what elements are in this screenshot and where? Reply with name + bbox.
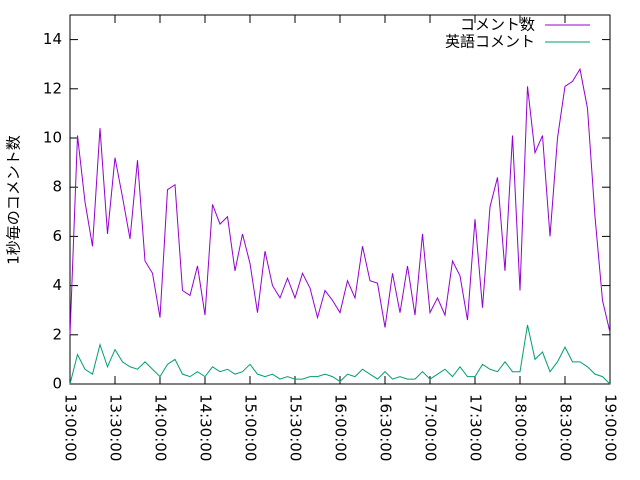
plot-border: [69, 14, 611, 385]
y-tick-label: 10: [43, 129, 62, 147]
x-tick-label: 18:00:00: [512, 394, 530, 461]
series-line: [69, 67, 611, 335]
series-line: [69, 324, 611, 385]
legend-label: コメント数: [460, 16, 535, 34]
x-tick-label: 18:30:00: [557, 394, 575, 461]
x-tick-label: 17:30:00: [467, 394, 485, 461]
x-tick-label: 15:00:00: [242, 394, 260, 461]
y-axis-label: 1秒毎のコメント数: [5, 135, 23, 265]
x-tick-label: 19:00:00: [602, 394, 620, 461]
x-tick-label: 13:30:00: [107, 394, 125, 461]
y-tick-label: 8: [52, 178, 62, 196]
y-tick-label: 2: [52, 325, 62, 343]
y-tick-label: 6: [52, 227, 62, 245]
x-tick-label: 14:30:00: [197, 394, 215, 461]
y-tick-label: 12: [43, 79, 62, 97]
x-tick-label: 16:30:00: [377, 394, 395, 461]
y-tick-label: 0: [52, 375, 62, 393]
y-tick-label: 4: [52, 276, 62, 294]
x-tick-label: 14:00:00: [152, 394, 170, 461]
x-tick-label: 15:30:00: [287, 394, 305, 461]
x-tick-label: 17:00:00: [422, 394, 440, 461]
y-tick-label: 14: [43, 30, 62, 48]
legend-label: 英語コメント: [445, 33, 535, 51]
x-tick-label: 13:00:00: [62, 394, 80, 461]
x-tick-label: 16:00:00: [332, 394, 350, 461]
